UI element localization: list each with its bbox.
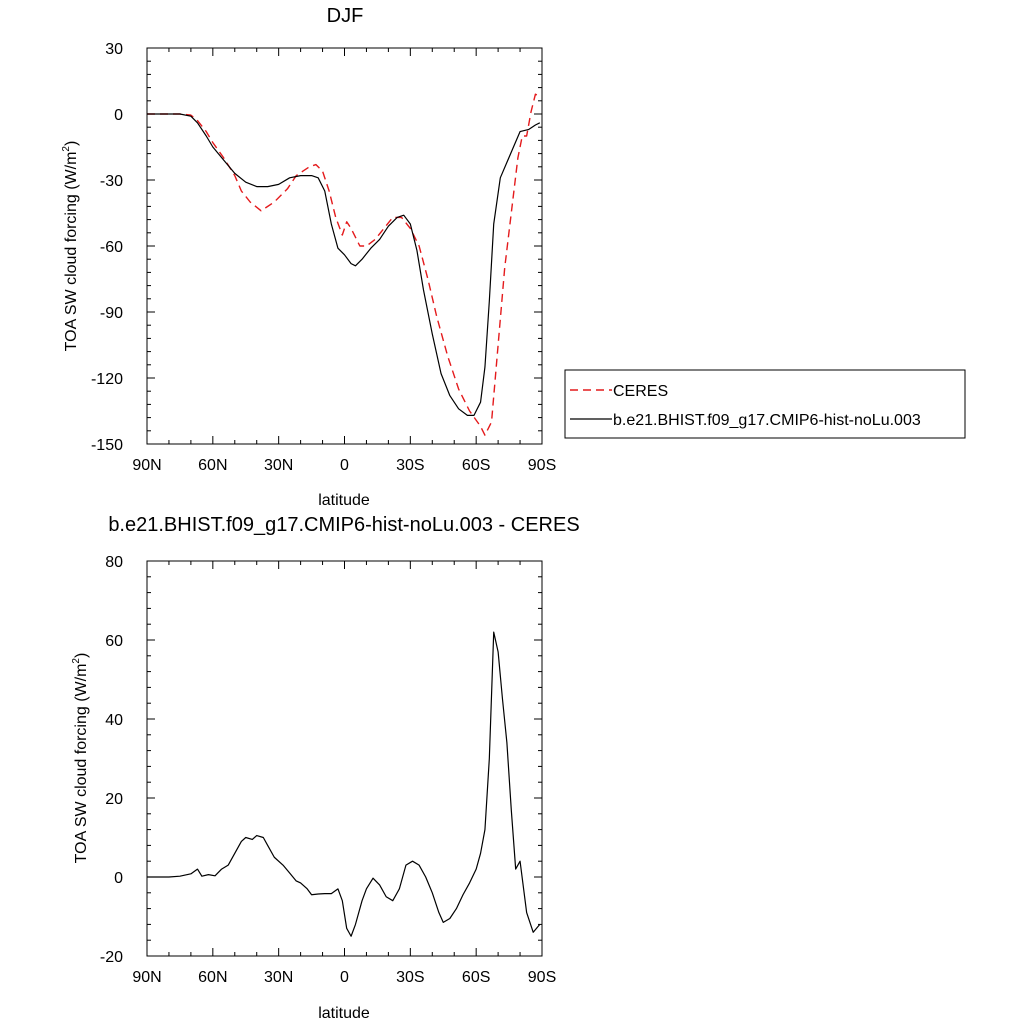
bottom-x-tick-label: 30N [264, 969, 293, 986]
legend-box [564, 369, 966, 439]
top-y-tick-label: 30 [105, 41, 123, 58]
top-y-tick-label: -150 [91, 437, 123, 454]
bottom-x-tick-label: 60N [198, 969, 227, 986]
top-y-tick-label: -60 [100, 239, 123, 256]
top-chart-title: DJF [327, 5, 364, 27]
legend-label-ceres: CERES [613, 383, 668, 400]
top-y-tick-label: -90 [100, 305, 123, 322]
bottom-y-tick-label: -20 [100, 949, 123, 966]
bottom-plot-frame [146, 560, 543, 957]
top-y-axis-label: TOA SW cloud forcing (W/m2) [61, 141, 80, 352]
top-x-tick-label: 60S [462, 457, 490, 474]
bottom-y-tick-label: 40 [105, 712, 123, 729]
top-chart: DJF 90N 60N 30N 0 30S 60S 90S 30 0 -30 -60 -90 -120 -… [61, 5, 966, 509]
bottom-y-tick-label: 20 [105, 791, 123, 808]
top-x-tick-label: 30N [264, 457, 293, 474]
bottom-chart: b.e21.BHIST.f09_g17.CMIP6-hist-noLu.003 … [71, 514, 580, 1022]
bottom-x-tick-label: 90N [132, 969, 161, 986]
bottom-chart-title: b.e21.BHIST.f09_g17.CMIP6-hist-noLu.003 … [108, 514, 579, 536]
bottom-x-axis-label: latitude [318, 1005, 370, 1022]
legend-label-model: b.e21.BHIST.f09_g17.CMIP6-hist-noLu.003 [613, 412, 921, 429]
bottom-y-tick-label: 80 [105, 554, 123, 571]
top-x-tick-label: 90N [132, 457, 161, 474]
top-y-tick-label: -30 [100, 173, 123, 190]
bottom-x-tick-label: 30S [396, 969, 424, 986]
bottom-y-axis-label: TOA SW cloud forcing (W/m2) [71, 653, 90, 864]
legend: CERES b.e21.BHIST.f09_g17.CMIP6-hist-noL… [564, 369, 966, 439]
top-x-tick-label: 0 [340, 457, 349, 474]
top-x-axis-label: latitude [318, 492, 370, 509]
top-series-line-b-e21-bhist-f09-g17-cmip6-hist-nolu-003 [147, 113, 541, 416]
top-x-tick-label: 90S [528, 457, 556, 474]
bottom-y-tick-label: 0 [114, 870, 123, 887]
bottom-series-line-0 [147, 631, 541, 937]
top-y-tick-label: -120 [91, 371, 123, 388]
bottom-x-tick-label: 0 [340, 969, 349, 986]
top-x-tick-label: 60N [198, 457, 227, 474]
top-y-tick-label: 0 [114, 107, 123, 124]
bottom-x-tick-label: 60S [462, 969, 490, 986]
bottom-x-tick-label: 90S [528, 969, 556, 986]
top-series-line-ceres [147, 93, 541, 436]
bottom-y-tick-label: 60 [105, 633, 123, 650]
top-x-tick-label: 30S [396, 457, 424, 474]
